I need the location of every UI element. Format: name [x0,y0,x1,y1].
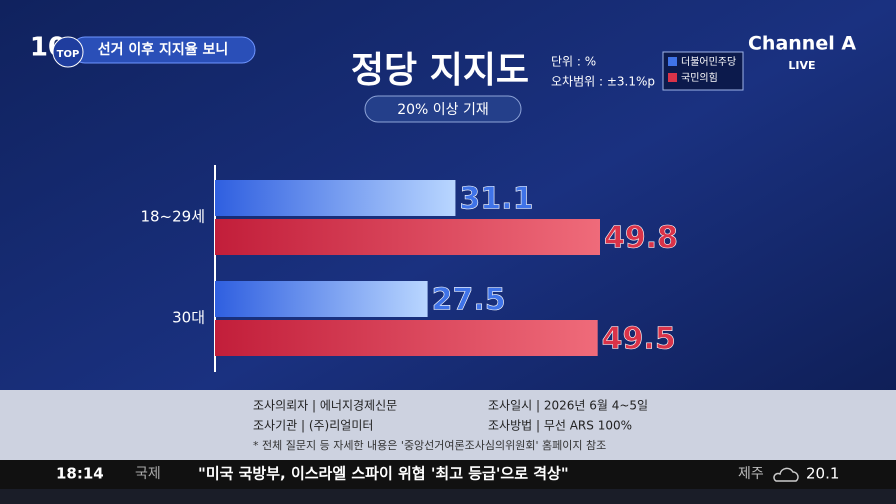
ticker-headline: "미국 국방부, 이스라엘 스파이 위협 '최고 등급'으로 격상" [198,465,569,483]
survey-box [0,390,896,460]
ticker-bottom [0,489,896,504]
value-label: 27.5 [432,283,506,318]
bar [215,320,598,356]
subtitle: 20% 이상 기재 [397,102,489,118]
survey-item: 조사의뢰자 | 에너지경제신문 [253,399,397,413]
category-label: 18~29세 [140,208,205,226]
chart-title: 정당 지지도 [351,50,529,91]
weather-icon [773,467,799,482]
survey-item: 조사일시 | 2026년 6월 4~5일 [488,399,648,413]
category-label: 30대 [172,309,205,327]
ticker-section: 국제 [135,466,161,482]
survey-item: 조사기관 | (주)리얼미터 [253,419,373,433]
legend-label: 더불어민주당 [681,56,736,68]
topic: 선거 이후 지지율 보니 [98,41,229,58]
bar [215,281,428,317]
survey-item: 조사방법 | 무선 ARS 100% [488,419,632,433]
bar [215,219,600,255]
logo-text: TOP [57,49,80,60]
ticker-city: 제주 [738,466,764,482]
legend-swatch [668,73,677,82]
ticker-time: 18:14 [56,465,104,483]
channel-logo: Channel A [748,33,856,55]
margin-of-error: 오차범위 : ±3.1%p [551,75,655,89]
unit: 단위 : % [551,55,596,69]
logo-circle [52,36,84,68]
bar [215,180,456,216]
survey-note: * 전체 질문지 등 자세한 내용은 '중앙선거여론조사심의위원회' 홈페이지 … [253,438,606,452]
value-label: 49.5 [602,322,676,357]
legend-swatch [668,57,677,66]
ticker-temperature: 20.1 [806,465,839,483]
value-label: 31.1 [459,182,533,217]
value-label: 49.8 [604,221,678,256]
live-label: LIVE [788,59,815,72]
legend-label: 국민의힘 [681,72,718,84]
subtitle-pill [364,95,522,123]
ticker-bar [0,460,896,489]
